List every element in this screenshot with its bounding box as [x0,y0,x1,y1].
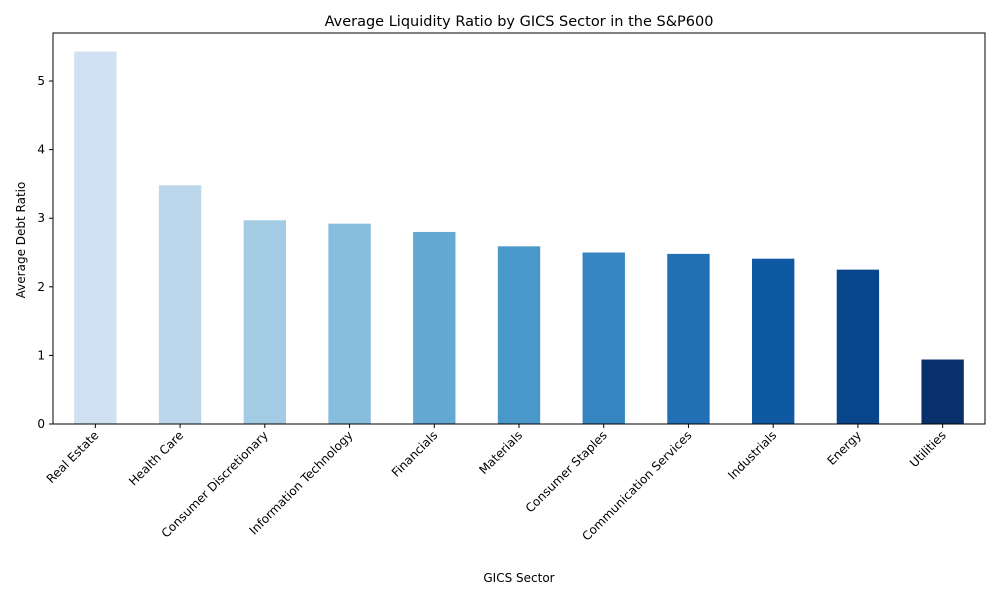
x-tick-label: Real Estate [44,428,102,486]
bar-consumer-discretionary [243,220,286,424]
bar-communication-services [667,253,710,424]
y-tick-label: 5 [37,74,45,88]
bar-financials [413,231,456,424]
x-tick-label: Consumer Staples [523,428,610,515]
y-tick-label: 3 [37,211,45,225]
bar-energy [836,269,880,424]
y-tick-label: 4 [37,143,45,157]
bar-consumer-staples [582,252,625,424]
y-axis-label: Average Debt Ratio [14,182,28,299]
y-tick-label: 0 [37,417,45,431]
bar-information-technology [328,223,371,424]
bar-real-estate [74,51,117,424]
y-tick-label: 1 [37,348,45,362]
y-axis: 0 1 2 3 4 5 [37,74,53,431]
bar-health-care [158,185,202,424]
bar-utilities [921,359,964,424]
x-axis-label: GICS Sector [483,571,554,585]
x-tick-label: Utilities [907,428,949,470]
bar-industrials [752,258,795,424]
x-tick-label: Financials [389,428,440,479]
x-tick-label: Industrials [725,428,779,482]
chart-title: Average Liquidity Ratio by GICS Sector i… [325,14,714,30]
x-tick-label: Health Care [126,428,186,488]
x-tick-label: Energy [824,428,864,468]
x-tick-label: Materials [476,428,525,477]
plot-frame [52,32,986,425]
bar-materials [497,246,541,424]
bars-group [74,51,964,424]
y-tick-label: 2 [37,280,45,294]
